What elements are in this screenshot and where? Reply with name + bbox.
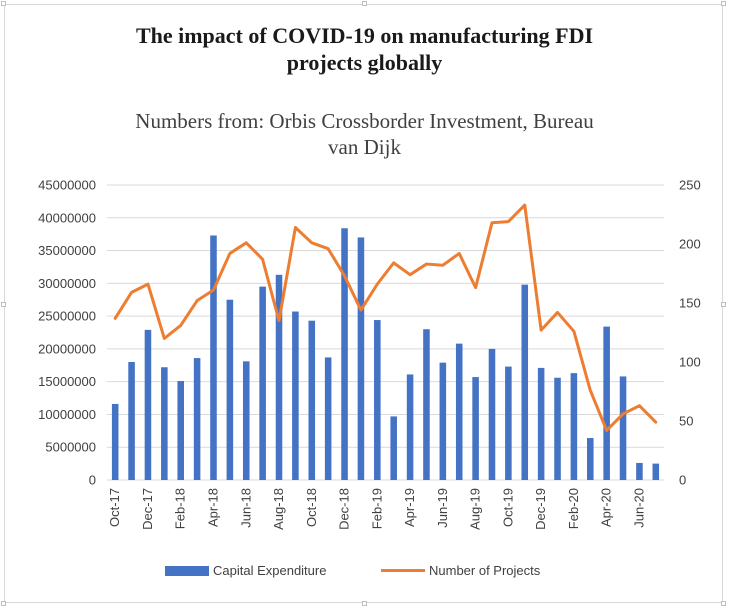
x-tick-label: Dec-17 — [140, 488, 155, 530]
legend-label-number-of-projects: Number of Projects — [429, 563, 541, 578]
x-tick-label: Dec-18 — [337, 488, 352, 530]
x-tick-label: Oct-17 — [107, 488, 122, 527]
bar — [554, 377, 561, 480]
bar — [619, 376, 627, 480]
legend-item-number-of-projects[interactable]: Number of Projects — [381, 563, 540, 578]
y-left-tick-label: 20000000 — [38, 341, 96, 356]
chart-subtitle[interactable]: Numbers from: Orbis Crossborder Investme… — [0, 108, 729, 160]
bar — [423, 329, 430, 480]
bar — [111, 403, 119, 480]
bar — [521, 284, 529, 480]
resize-handle-bottom-right[interactable] — [721, 601, 726, 606]
bar — [341, 228, 348, 480]
chart-title-line-2: projects globally — [286, 50, 443, 75]
y-left-tick-label: 25000000 — [38, 309, 96, 324]
resize-handle-top-right[interactable] — [721, 1, 726, 6]
bar — [324, 357, 332, 480]
y-right-tick-label: 50 — [679, 414, 693, 429]
bar — [144, 329, 152, 480]
bar — [357, 237, 365, 480]
x-tick-label: Apr-18 — [205, 488, 220, 527]
legend[interactable]: Capital Expenditure Number of Projects — [0, 563, 729, 583]
bar — [242, 361, 250, 480]
chart-title-line-1: The impact of COVID-19 on manufacturing … — [135, 23, 594, 48]
bar — [455, 343, 463, 480]
bar — [193, 358, 201, 480]
bar — [226, 299, 234, 480]
y-left-tick-label: 30000000 — [38, 276, 96, 291]
bar — [505, 366, 512, 480]
x-tick-label: Jun-20 — [631, 488, 646, 528]
bar — [210, 235, 217, 480]
bar — [259, 286, 266, 480]
x-tick-label: Oct-18 — [304, 488, 319, 527]
y-right-tick-label: 0 — [679, 473, 686, 488]
x-tick-label: Feb-19 — [369, 488, 384, 529]
bar — [292, 311, 299, 480]
x-tick-label: Apr-19 — [402, 488, 417, 527]
chart-subtitle-line-2: van Dijk — [328, 135, 401, 159]
bar — [603, 326, 610, 480]
y-left-tick-label: 45000000 — [38, 178, 96, 193]
y-left-tick-label: 40000000 — [38, 210, 96, 225]
bar — [275, 274, 283, 480]
x-tick-label: Oct-19 — [500, 488, 515, 527]
bar — [537, 367, 545, 480]
bar — [406, 374, 414, 480]
x-tick-label: Jun-19 — [435, 488, 450, 528]
bar — [439, 362, 447, 480]
x-tick-label: Aug-19 — [468, 488, 483, 530]
legend-swatch-line — [381, 569, 425, 572]
x-tick-label: Jun-18 — [238, 488, 253, 528]
bar — [128, 362, 135, 480]
x-tick-label: Feb-18 — [173, 488, 188, 529]
y-left-tick-label: 15000000 — [38, 374, 96, 389]
bar — [374, 320, 381, 480]
bar — [636, 462, 643, 480]
y-left-tick-label: 0 — [89, 473, 96, 488]
legend-label-capital-expenditure: Capital Expenditure — [213, 563, 327, 578]
legend-swatch-bar — [165, 565, 209, 576]
bar — [308, 320, 316, 480]
bar — [472, 377, 479, 480]
bar — [177, 381, 184, 480]
x-tick-label: Dec-19 — [533, 488, 548, 530]
resize-handle-top-left[interactable] — [1, 1, 6, 6]
bar — [488, 348, 496, 480]
resize-handle-bottom-left[interactable] — [1, 601, 6, 606]
series-line-number-of-projects — [113, 203, 658, 432]
resize-handle-top-center[interactable] — [362, 1, 367, 6]
y-left-tick-label: 10000000 — [38, 407, 96, 422]
x-tick-label: Apr-20 — [599, 488, 614, 527]
bar — [570, 373, 578, 480]
bar — [652, 463, 660, 480]
bar — [161, 367, 168, 480]
y-right-tick-label: 100 — [679, 355, 701, 370]
y-right-tick-label: 200 — [679, 237, 701, 252]
y-left-tick-label: 35000000 — [38, 243, 96, 258]
x-tick-label: Aug-18 — [271, 488, 286, 530]
resize-handle-middle-left[interactable] — [1, 302, 6, 307]
bar — [390, 416, 397, 480]
legend-item-capital-expenditure[interactable]: Capital Expenditure — [165, 563, 326, 578]
y-left-tick-label: 5000000 — [45, 440, 96, 455]
bar — [587, 438, 594, 480]
resize-handle-bottom-center[interactable] — [362, 601, 367, 606]
x-tick-label: Feb-20 — [566, 488, 581, 529]
y-right-tick-label: 250 — [679, 178, 701, 193]
resize-handle-middle-right[interactable] — [721, 302, 726, 307]
y-right-tick-label: 150 — [679, 296, 701, 311]
chart-title[interactable]: The impact of COVID-19 on manufacturing … — [0, 22, 729, 76]
chart-subtitle-line-1: Numbers from: Orbis Crossborder Investme… — [135, 109, 594, 133]
